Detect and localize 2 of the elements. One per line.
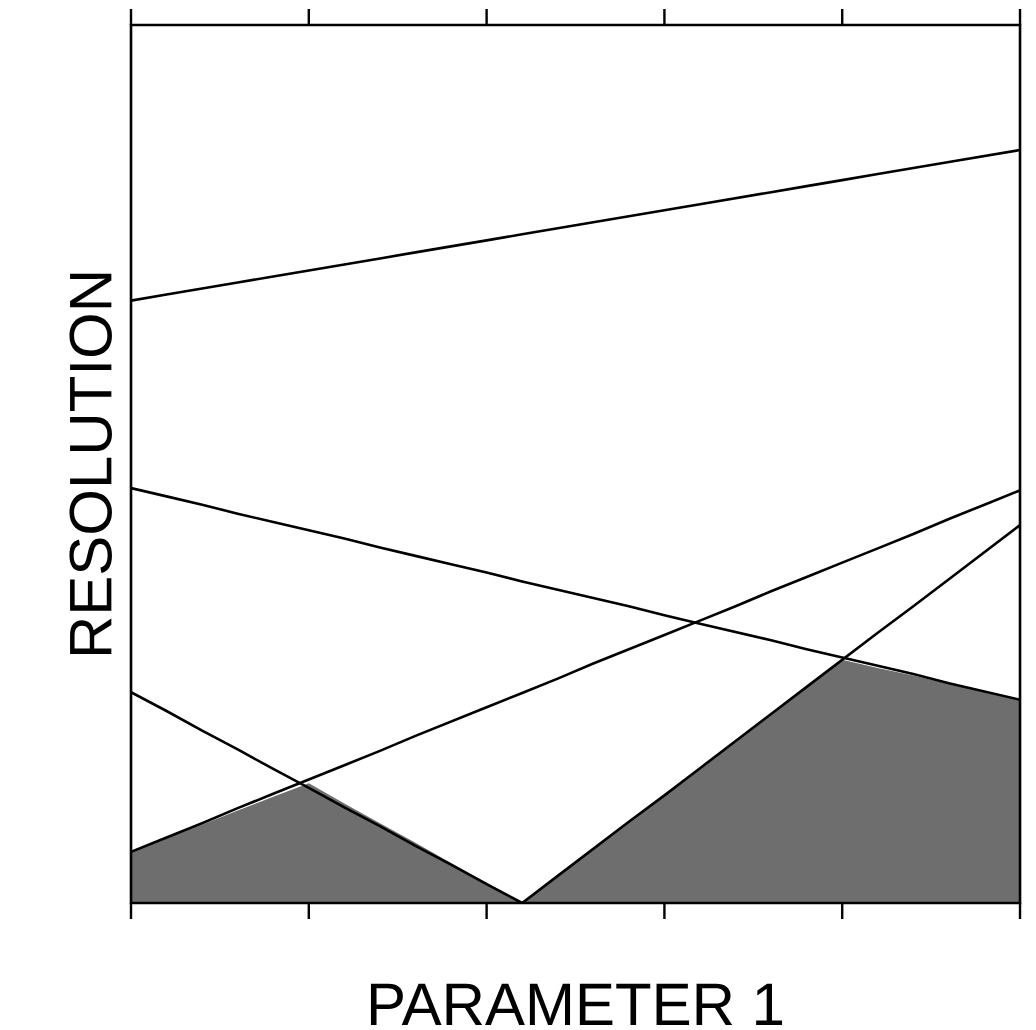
x-axis-title: PARAMETER 1 — [370, 983, 783, 1026]
y-axis-title: RESOLUTION — [69, 273, 112, 655]
